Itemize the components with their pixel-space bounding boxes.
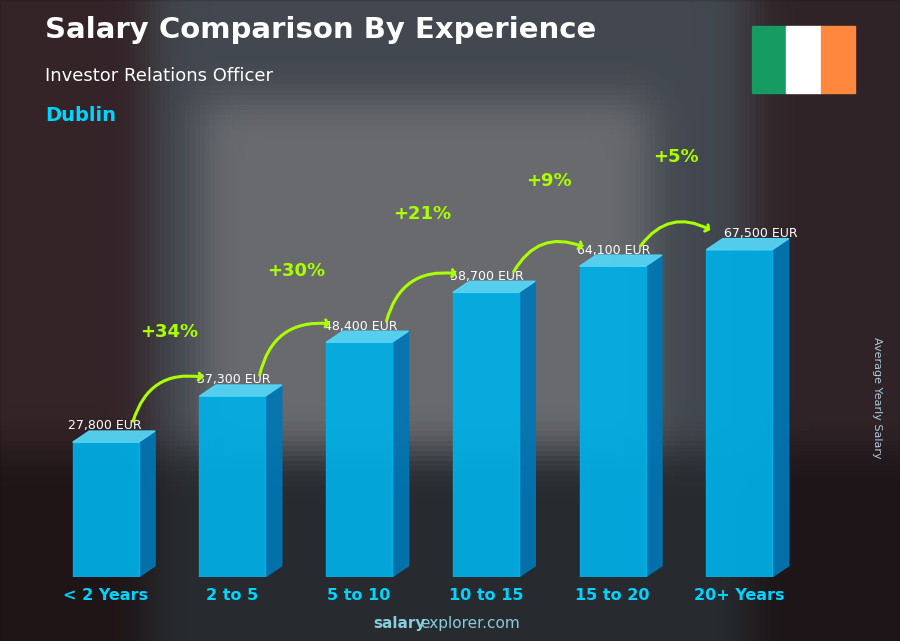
Polygon shape [580, 266, 645, 577]
Text: Dublin: Dublin [45, 106, 116, 125]
Text: 48,400 EUR: 48,400 EUR [324, 320, 397, 333]
Polygon shape [453, 281, 536, 292]
Text: +5%: +5% [653, 148, 698, 166]
Polygon shape [266, 385, 282, 577]
Text: +9%: +9% [526, 172, 572, 190]
Text: salary: salary [374, 617, 426, 631]
Polygon shape [706, 250, 772, 577]
Polygon shape [518, 281, 536, 577]
Text: +34%: +34% [140, 323, 198, 342]
Text: Average Yearly Salary: Average Yearly Salary [872, 337, 883, 458]
Text: Investor Relations Officer: Investor Relations Officer [45, 67, 273, 85]
Polygon shape [200, 385, 282, 396]
Text: 27,800 EUR: 27,800 EUR [68, 419, 141, 433]
Text: 64,100 EUR: 64,100 EUR [577, 244, 651, 256]
Bar [786, 26, 821, 93]
Polygon shape [139, 431, 155, 577]
Text: Salary Comparison By Experience: Salary Comparison By Experience [45, 16, 596, 44]
Text: 58,700 EUR: 58,700 EUR [450, 270, 524, 283]
Polygon shape [392, 331, 409, 577]
Polygon shape [73, 442, 139, 577]
Polygon shape [326, 331, 409, 342]
Polygon shape [200, 396, 266, 577]
Polygon shape [326, 342, 392, 577]
Bar [821, 26, 855, 93]
Polygon shape [580, 255, 662, 266]
Text: +21%: +21% [393, 205, 452, 223]
Polygon shape [73, 431, 155, 442]
Text: 37,300 EUR: 37,300 EUR [197, 374, 270, 387]
Polygon shape [453, 292, 518, 577]
Text: explorer.com: explorer.com [420, 617, 520, 631]
Text: 67,500 EUR: 67,500 EUR [724, 227, 797, 240]
Polygon shape [645, 255, 662, 577]
Polygon shape [772, 238, 788, 577]
Bar [752, 26, 786, 93]
Text: +30%: +30% [266, 262, 325, 280]
Polygon shape [706, 238, 788, 250]
